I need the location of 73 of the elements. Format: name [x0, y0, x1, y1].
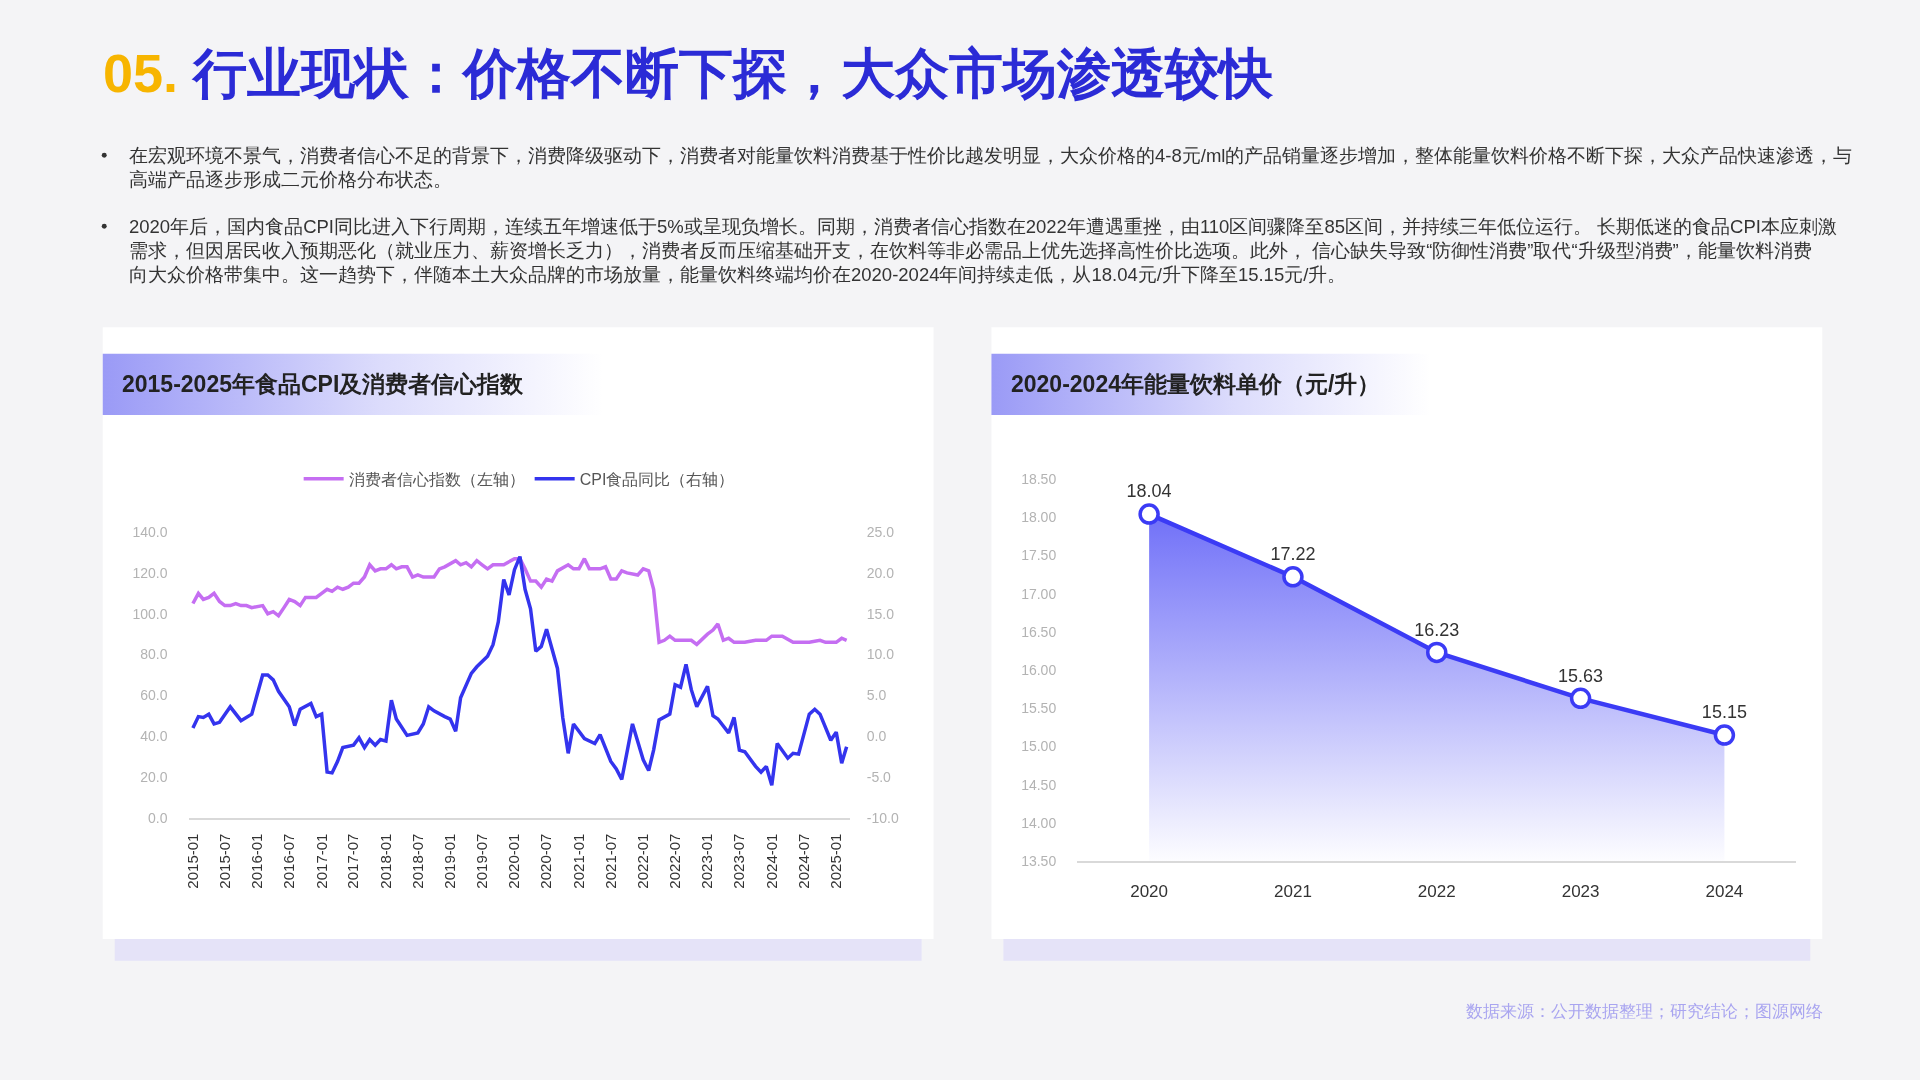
y-tick-label: 120.0	[132, 564, 168, 581]
y-tick-label: 16.50	[1021, 623, 1057, 640]
y-tick-label: 40.0	[140, 728, 168, 745]
point	[1569, 687, 1592, 710]
x-tick-label: 2021-01	[569, 833, 587, 889]
x-tick-label: 2021	[1274, 882, 1312, 902]
point	[1426, 641, 1448, 664]
x-tick-label: 2020	[1130, 882, 1169, 902]
source-note: 数据来源：公开数据整理；研究结论；图源网络	[1466, 1002, 1823, 1021]
y-tick-label: 15.00	[1021, 738, 1057, 755]
y2-tick-label: 25.0	[866, 524, 895, 541]
y2-tick-label: 20.0	[866, 564, 895, 581]
line-series	[191, 554, 849, 787]
y2-tick-label: 15.0	[866, 605, 895, 622]
x-tick-label: 2015-07	[215, 833, 233, 889]
y-tick-label: 18.00	[1021, 509, 1057, 526]
y-tick-label: 15.50	[1021, 700, 1057, 717]
x-tick-label: 2023	[1561, 882, 1600, 902]
x-tick-label: 2024	[1705, 882, 1744, 902]
data-label: 18.04	[1126, 481, 1172, 502]
chart-title: 2015-2025年食品CPI及消费者信心指数	[122, 371, 525, 397]
y-tick-label: 0.0	[148, 809, 168, 826]
line-series	[191, 556, 849, 647]
point	[1713, 724, 1736, 746]
x-tick-label: 2017-07	[344, 833, 362, 889]
x-tick-label: 2022	[1417, 882, 1456, 902]
text: 在宏观环境不景气，消费者信心不足的背景下，消费降级驱动下，消费者对能量饮料消费基于性价比越发明显，大众价格的4-8元/ml的产品销量逐步增加，整体能量饮料价格不断下探，大众产品快速渗透，与高端产品逐步形成二元价格分布状态。	[129, 145, 1853, 191]
y-tick-label: 13.50	[1021, 853, 1057, 870]
x-tick-label: 2018-07	[408, 833, 426, 889]
data-label: 15.63	[1558, 665, 1604, 686]
x-tick-label: 2023-01	[698, 833, 716, 889]
point	[1138, 503, 1160, 525]
y2-tick-label: 5.0	[866, 687, 887, 704]
y-tick-label: 14.00	[1021, 814, 1057, 831]
x-tick-label: 2024-07	[794, 833, 812, 889]
y2-tick-label: -10.0	[866, 809, 899, 826]
y2-tick-label: -5.0	[866, 768, 892, 785]
y-tick-label: 20.0	[140, 768, 168, 785]
chart-title: 2020-2024年能量饮料单价（元/升）	[1011, 371, 1381, 397]
data-label: 17.22	[1270, 544, 1316, 565]
y-tick-label: 17.00	[1021, 585, 1057, 602]
y-tick-label: 100.0	[132, 605, 168, 622]
y-tick-label: 16.00	[1021, 661, 1057, 678]
y2-tick-label: 10.0	[866, 646, 895, 663]
x-tick-label: 2024-01	[762, 833, 780, 889]
x-tick-label: 2019-07	[472, 833, 490, 889]
legend-label: CPI食品同比（右轴）	[579, 471, 735, 489]
x-tick-label: 2022-01	[634, 833, 652, 889]
x-tick-label: 2019-01	[441, 833, 459, 889]
y-tick-label: 60.0	[140, 687, 168, 704]
y-tick-label: 80.0	[140, 646, 168, 663]
y-tick-label: 14.50	[1021, 776, 1057, 793]
y-tick-label: 140.0	[132, 524, 168, 541]
text: 2020年后，国内食品CPI同比进入下行周期，连续五年增速低于5%或呈现负增长。同期，消费者信心指数在2022年遭遇重挫，由110区间骤降至85区间，并持续三年低位运行。 长期低迷的食品CPI本应刺激需求，但因居民收入预期恶化（就业压力、薪资增长乏力），消费者反而压缩基础开支，在饮料等非必需品上优先选择高性价比选项。此外， 信心缺失导致“防御性消费”取代“升级型消费”，能量饮料消费向大众价格带集中。这一趋势下，伴随本土大众品牌的市场放量，能量饮料终端均价在2020-2024年间持续走低，从18.04元/升下降至15.15元/升。	[129, 216, 1837, 286]
legend-label: 消费者信心指数（左轴）	[348, 471, 525, 489]
x-tick-label: 2020-07	[537, 833, 555, 889]
data-label: 15.15	[1701, 702, 1747, 723]
y-tick-label: 18.50	[1021, 470, 1057, 487]
x-tick-label: 2023-07	[730, 833, 748, 889]
x-tick-label: 2022-07	[665, 833, 683, 889]
x-tick-label: 2016-07	[280, 833, 298, 889]
y2-tick-label: 0.0	[866, 728, 887, 745]
text: 05. 行业现状：价格不断下探，大众市场渗透较快	[103, 43, 1275, 103]
x-tick-label: 2021-07	[601, 833, 619, 889]
x-tick-label: 2018-01	[376, 833, 394, 889]
x-tick-label: 2017-01	[312, 833, 330, 889]
y-tick-label: 17.50	[1021, 547, 1057, 564]
x-tick-label: 2016-01	[248, 833, 266, 889]
x-tick-label: 2015-01	[183, 833, 201, 889]
x-tick-label: 2025-01	[827, 833, 845, 889]
point	[1282, 566, 1304, 588]
data-label: 16.23	[1414, 619, 1460, 640]
x-tick-label: 2020-01	[505, 833, 523, 889]
